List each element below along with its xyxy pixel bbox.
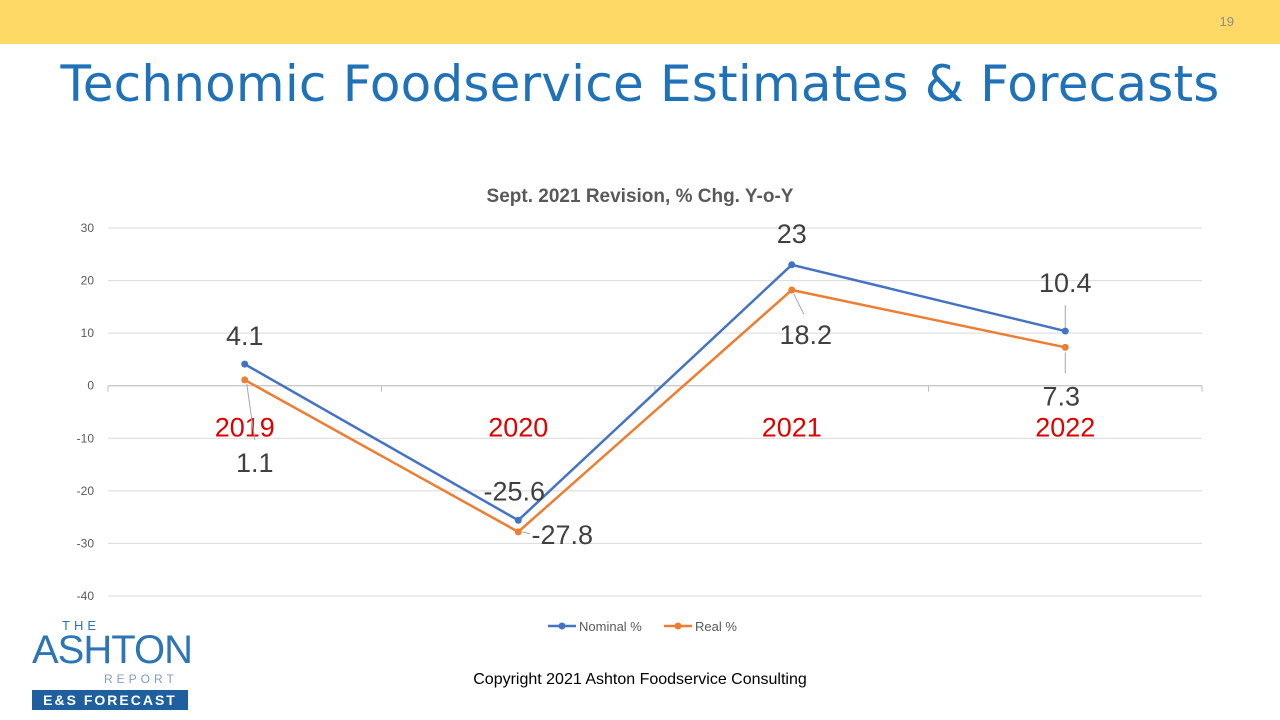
data-point <box>241 376 249 384</box>
data-label: 10.4 <box>1039 268 1092 298</box>
logo-the: THE <box>62 618 100 633</box>
data-point <box>241 360 249 368</box>
data-label: -27.8 <box>531 520 593 550</box>
leader-line <box>246 383 256 441</box>
data-label: 7.3 <box>1042 381 1080 411</box>
logo-report: REPORT <box>104 672 178 686</box>
category-label: 2022 <box>1035 413 1095 443</box>
legend-marker <box>674 622 682 630</box>
ashton-report-logo: THE ASHTON REPORT E&S FORECAST <box>30 618 195 714</box>
y-tick-label: -20 <box>77 484 95 498</box>
data-point <box>1061 343 1069 351</box>
logo-tagline: E&S FORECAST <box>32 690 188 710</box>
y-tick-label: 0 <box>87 379 94 393</box>
data-point <box>514 516 522 524</box>
y-tick-label: -40 <box>77 589 95 603</box>
slide-title: Technomic Foodservice Estimates & Foreca… <box>60 55 1220 113</box>
top-band <box>0 0 1280 44</box>
data-label: 23 <box>777 219 807 249</box>
series-line <box>244 263 1066 522</box>
data-point <box>788 261 796 269</box>
data-label: -25.6 <box>483 476 545 506</box>
category-label: 2019 <box>215 413 275 443</box>
chart-title: Sept. 2021 Revision, % Chg. Y-o-Y <box>487 186 794 207</box>
data-point <box>514 528 522 536</box>
y-tick-label: 10 <box>81 326 95 340</box>
data-label: 4.1 <box>226 321 264 351</box>
y-tick-label: -30 <box>77 536 95 550</box>
series-line <box>244 288 1066 534</box>
legend-label: Real % <box>695 619 737 634</box>
category-label: 2020 <box>488 413 548 443</box>
y-tick-label: 20 <box>81 274 95 288</box>
data-point <box>1061 327 1069 335</box>
category-label: 2021 <box>762 413 822 443</box>
logo-name: ASHTON <box>32 628 193 672</box>
y-tick-label: -10 <box>77 431 95 445</box>
data-point <box>788 286 796 294</box>
copyright-text: Copyright 2021 Ashton Foodservice Consul… <box>473 671 807 688</box>
data-label: 18.2 <box>779 320 832 350</box>
page-number: 19 <box>1219 14 1234 29</box>
data-label: 1.1 <box>236 448 274 478</box>
leader-line <box>522 531 531 535</box>
y-tick-label: 30 <box>81 221 95 235</box>
legend-marker <box>558 622 566 630</box>
leader-line <box>793 293 805 315</box>
legend-label: Nominal % <box>579 619 642 634</box>
